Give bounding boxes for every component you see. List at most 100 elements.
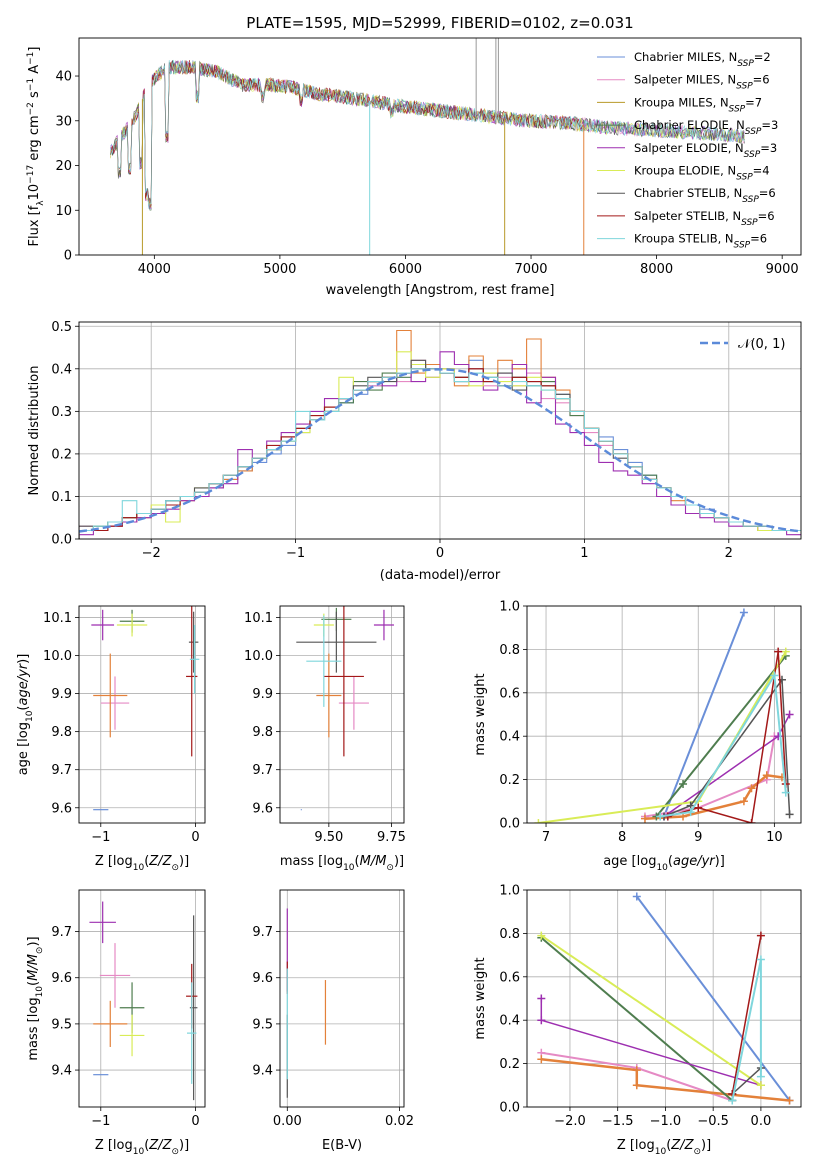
label-part: Z [log [95, 1138, 133, 1153]
x-tick-label: 4000 [138, 262, 171, 277]
label-part: M/M [360, 854, 387, 869]
label-part: )] [394, 854, 404, 869]
legend-entry: Kroupa ELODIE, NSSP=4 [634, 164, 770, 183]
y-axis-label: mass weight [473, 673, 488, 755]
residual_histograms-frame [78, 321, 802, 540]
spectrum-line [110, 61, 745, 208]
label-part: Z/Z [670, 1138, 694, 1153]
y-tick-label: 40 [55, 70, 72, 85]
x-axis-label: age [log10(age/yr)] [603, 854, 725, 873]
label-part: Salpeter STELIB, N [634, 209, 741, 223]
weight-marker [770, 671, 779, 680]
label-part: Flux [f [27, 205, 42, 246]
label-part: mass [log [280, 854, 343, 869]
weight-marker [747, 784, 756, 793]
y-tick-label: 1.0 [499, 600, 520, 615]
weight-marker [762, 771, 771, 780]
y-tick-label: 9.7 [51, 763, 72, 778]
spectrum-line [110, 59, 584, 208]
x-tick-label: 0 [191, 1114, 199, 1129]
label-part: =6 [750, 232, 767, 246]
label-part: age [log [16, 722, 31, 775]
label-part: SSP [741, 218, 758, 228]
y-tick-label: 0.4 [51, 362, 72, 377]
y-tick-label: 0 [64, 249, 72, 264]
legend-entry: Chabrier ELODIE, NSSP=3 [634, 118, 778, 137]
x-tick-label: 0 [436, 546, 444, 561]
y-tick-label: 9.6 [51, 801, 72, 816]
mass_vs_Z-axes: −1 09.49.59.69.7Z [log10(Z/Z⊙)]mass [log1… [26, 889, 206, 1157]
label-part: Kroupa ELODIE, N [634, 164, 736, 178]
weight-marker [739, 608, 748, 617]
age_vs_Z-axes: −1 09.69.79.89.910.010.1Z [log10(Z/Z⊙)]ag… [16, 605, 206, 873]
label-part: 10 [133, 863, 145, 873]
label-part: =6 [759, 186, 776, 200]
age_vs_mass-frame [279, 605, 405, 824]
label-part: −1 [26, 52, 36, 65]
label-part: )] [701, 1138, 711, 1153]
label-part: =6 [753, 73, 770, 87]
legend-entry: Salpeter MILES, NSSP=6 [634, 73, 770, 92]
label-part: erg cm [27, 115, 42, 164]
weight-series [667, 651, 787, 823]
residual_histograms-axes: −2 −1 0 1 2 0.0 0.1 0.2 0.3 0.4 0.5 (data-model)/er… [27, 320, 802, 583]
y-tick-label: 0.2 [499, 1057, 520, 1072]
label-part: SSP [744, 150, 761, 160]
label-part: SSP [734, 241, 751, 251]
x-tick-label: 9000 [766, 262, 799, 277]
y-tick-label: 0.2 [499, 773, 520, 788]
x-tick-label: −2.0 [554, 1114, 586, 1129]
weight-marker [640, 814, 649, 823]
label-part: Kroupa STELIB, N [634, 232, 734, 246]
spectrum-axes: 4000 5000 6000 7000 8000 9000 0 10 20 30 40 wavelen… [26, 37, 802, 298]
y-tick-label: 9.8 [51, 725, 72, 740]
y-tick-label: 10 [55, 204, 72, 219]
weight-marker [747, 819, 756, 823]
x-tick-label: −1 [286, 546, 305, 561]
x-tick-label: 8000 [640, 262, 673, 277]
weight-series [540, 934, 762, 1087]
mass_vs_Z-frame [78, 889, 206, 1108]
weight-marker [534, 819, 543, 823]
x-tick-label: 6000 [389, 262, 422, 277]
label-part: SSP [729, 104, 746, 114]
weight-series [541, 1058, 790, 1102]
weight_vs_age-plot-area [534, 608, 794, 823]
label-part: ⊙ [171, 863, 179, 873]
y-tick-label: 9.7 [252, 925, 273, 940]
age_vs_Z-plot-area [91, 606, 200, 811]
weight-series [663, 612, 745, 817]
label-part: )] [16, 654, 31, 664]
y-tick-label: 0.1 [51, 490, 72, 505]
y-tick-label: 0.0 [499, 1101, 520, 1116]
y-tick-label: 10.0 [244, 649, 273, 664]
y-axis-label: mass [log10(M/M⊙)] [26, 936, 45, 1060]
label-part: ( [16, 706, 31, 711]
weight_vs_Z-axes: −2.0 −1.5 −1.0 −0.5 0.0 0.0 0.2 0.4 0.6 0.8 1.0 Z [… [473, 884, 802, 1157]
label-part: =4 [753, 164, 770, 178]
spectrum-plot-area [110, 38, 745, 255]
x-axis-label: (data-model)/error [380, 568, 501, 583]
x-tick-label: −2 [142, 546, 161, 561]
x-tick-label: −1.5 [602, 1114, 634, 1129]
label-part: SSP [737, 59, 754, 69]
legend-entry: Salpeter STELIB, NSSP=6 [634, 209, 775, 228]
label-part: SSP [736, 82, 753, 92]
y-tick-label: 20 [55, 159, 72, 174]
x-axis-label: Z [log10(Z/Z⊙)] [95, 1138, 189, 1157]
weight-marker [774, 647, 783, 656]
mass_vs_EBV-frame [279, 889, 405, 1108]
legend-entry: Salpeter ELODIE, NSSP=3 [634, 141, 777, 160]
weight-marker [656, 812, 665, 821]
x-tick-label: 1 [580, 546, 588, 561]
label-part: Chabrier MILES, N [634, 50, 737, 64]
y-tick-label: 0.6 [499, 970, 520, 985]
label-part: ⊙ [693, 1147, 701, 1157]
y-axis-label: mass weight [473, 957, 488, 1039]
label-part: ( [144, 854, 149, 869]
weight_vs_age-frame [526, 605, 802, 824]
label-part: age/yr [673, 854, 716, 869]
x-axis-label: E(B-V) [322, 1138, 362, 1153]
label-part: =7 [745, 95, 762, 109]
